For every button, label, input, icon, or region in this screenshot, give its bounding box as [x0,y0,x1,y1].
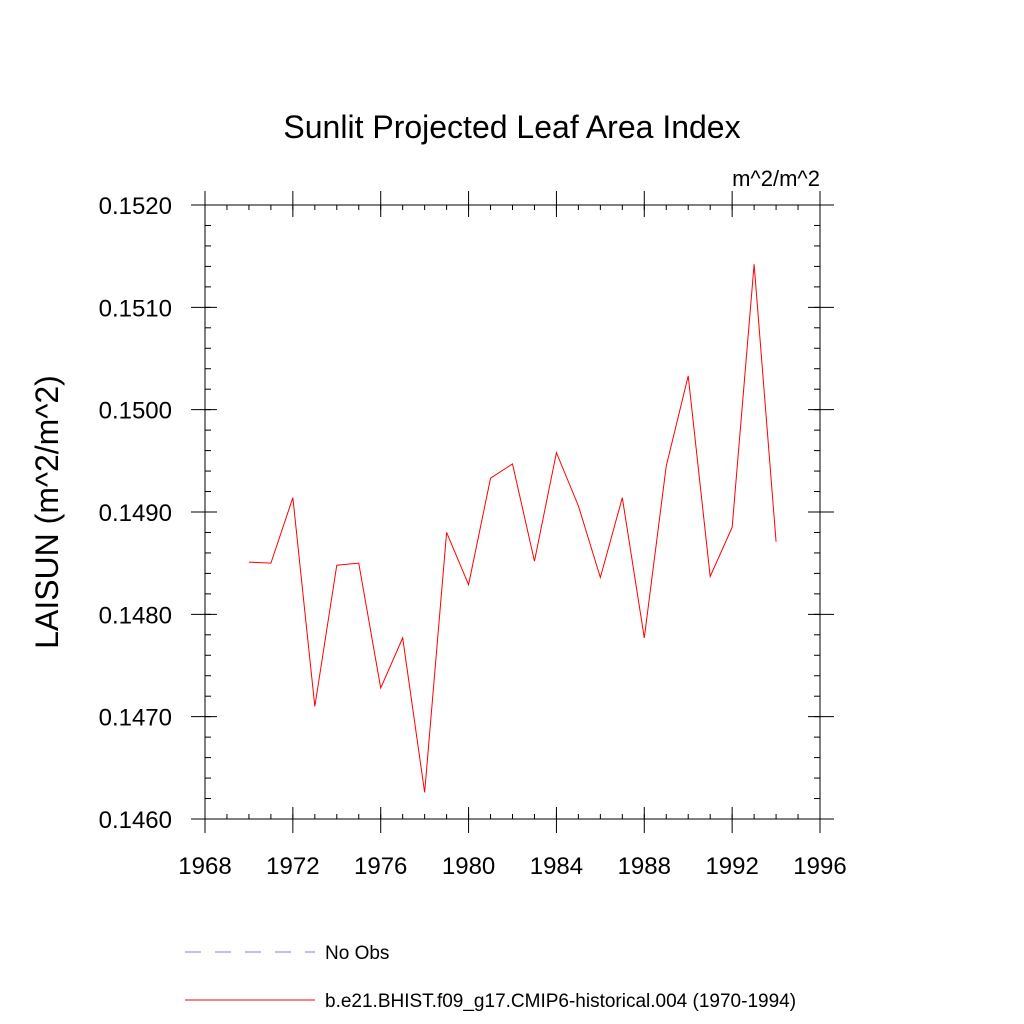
x-tick-label: 1976 [354,853,407,880]
legend-label: No Obs [325,943,389,964]
y-tick-label: 0.1520 [99,193,172,220]
y-tick-labels: 0.1460 0.1470 0.1480 0.1490 0.1500 0.1510 0.15… [99,193,172,834]
major-ticks [191,191,834,833]
y-tick-label: 0.1480 [99,602,172,629]
y-tick-label: 0.1470 [99,705,172,732]
plot-frame [204,204,821,820]
chart-title: Sunlit Projected Leaf Area Index [283,109,740,145]
x-tick-label: 1980 [442,853,495,880]
units-label: m^2/m^2 [732,166,820,191]
legend: No Obs b.e21.BHIST.f09_g17.CMIP6-historic… [185,943,796,1012]
x-tick-label: 1988 [618,853,671,880]
legend-label: b.e21.BHIST.f09_g17.CMIP6-historical.004… [325,991,796,1012]
minor-ticks [204,204,821,820]
y-tick-label: 0.1500 [99,398,172,425]
x-tick-label: 1984 [530,853,583,880]
x-tick-label: 1996 [793,853,846,880]
y-tick-label: 0.1460 [99,807,172,834]
x-tick-label: 1968 [178,853,231,880]
y-tick-label: 0.1490 [99,500,172,527]
y-tick-label: 0.1510 [99,295,172,322]
x-tick-label: 1972 [266,853,319,880]
y-axis-label: LAISUN (m^2/m^2) [29,375,65,649]
x-tick-label: 1992 [705,853,758,880]
series-layer [248,264,777,793]
series-line [248,264,777,793]
x-tick-labels: 1968 1972 1976 1980 1984 1988 1992 1996 [178,853,846,880]
